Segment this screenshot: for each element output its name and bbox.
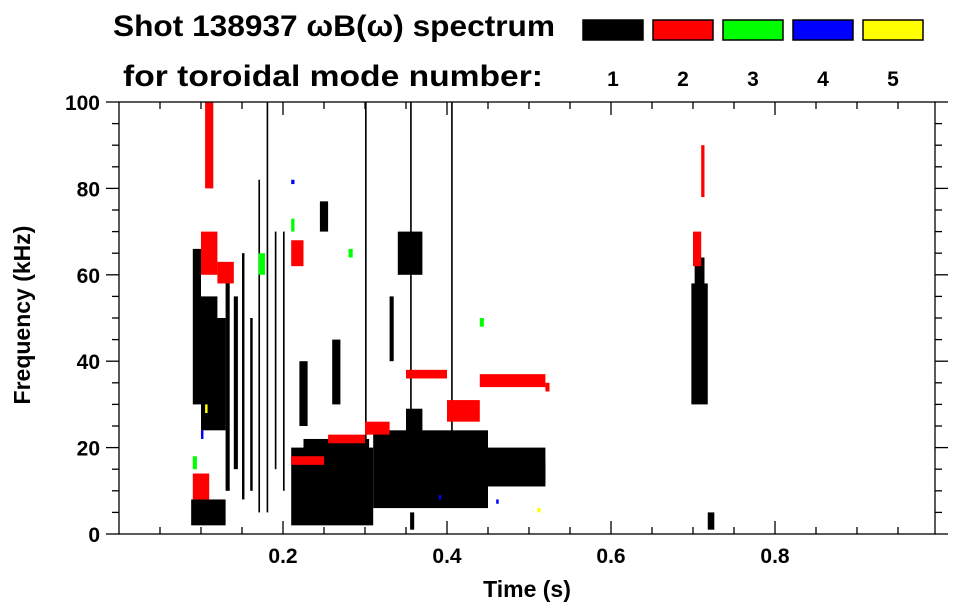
x-axis-label: Time (s) bbox=[483, 576, 571, 602]
spectral-patch-mode-1 bbox=[283, 231, 285, 491]
spectral-patch-mode-1 bbox=[694, 257, 705, 362]
spectral-patch-mode-5 bbox=[205, 404, 208, 414]
legend-label-mode-2: 2 bbox=[677, 68, 689, 91]
spectral-patch-mode-1 bbox=[410, 102, 412, 448]
spectral-patch-mode-3 bbox=[479, 318, 484, 327]
legend-label-mode-3: 3 bbox=[747, 68, 759, 91]
spectral-patch-mode-1 bbox=[274, 231, 277, 470]
spectral-patch-mode-3 bbox=[291, 218, 295, 232]
spectral-patch-mode-3 bbox=[258, 253, 265, 275]
spectral-patch-mode-1 bbox=[225, 274, 230, 491]
spectral-patch-mode-1 bbox=[303, 438, 370, 517]
spectral-patch-mode-1 bbox=[201, 296, 218, 362]
spectral-patch-mode-1 bbox=[373, 430, 488, 509]
legend-swatch-mode-5 bbox=[862, 19, 924, 41]
x-tick-label: 0.6 bbox=[596, 545, 625, 568]
y-tick-label: 60 bbox=[77, 265, 100, 288]
spectral-patch-mode-2 bbox=[545, 382, 550, 392]
y-tick-label: 40 bbox=[77, 351, 100, 374]
spectral-patch-mode-1 bbox=[365, 102, 367, 448]
spectral-patch-mode-1 bbox=[266, 102, 269, 513]
spectral-patch-mode-1 bbox=[389, 296, 394, 362]
spectral-patch-mode-1 bbox=[397, 231, 423, 275]
spectral-patch-mode-2 bbox=[205, 102, 214, 189]
spectral-patch-mode-1 bbox=[410, 512, 415, 530]
legend: 1 2 3 4 5 bbox=[582, 19, 924, 91]
axes: 0.2 0.4 0.6 0.8 0 20 40 60 80 100 bbox=[65, 92, 948, 568]
spectral-patch-mode-3 bbox=[348, 248, 353, 258]
spectral-patch-mode-1 bbox=[250, 318, 253, 491]
spectral-patch-mode-1 bbox=[191, 499, 226, 526]
spectral-patch-mode-2 bbox=[291, 240, 304, 267]
spectral-patch-mode-1 bbox=[192, 248, 201, 405]
x-tick-label: 0.8 bbox=[760, 545, 790, 568]
y-tick-label: 80 bbox=[77, 178, 100, 201]
spectral-patch-mode-1 bbox=[242, 253, 245, 500]
spectral-patch-mode-3 bbox=[192, 456, 197, 470]
legend-swatch-mode-3 bbox=[722, 19, 784, 41]
spectral-patch-mode-2 bbox=[447, 400, 480, 422]
spectrogram-patches bbox=[191, 102, 715, 530]
spectral-patch-mode-2 bbox=[479, 374, 546, 388]
spectral-patch-mode-2 bbox=[192, 473, 210, 500]
spectral-patch-mode-2 bbox=[365, 421, 390, 435]
spectral-patch-mode-2 bbox=[328, 434, 365, 444]
spectral-patch-mode-1 bbox=[529, 460, 546, 483]
spectral-patch-mode-1 bbox=[451, 102, 453, 448]
spectral-patch-mode-4 bbox=[201, 430, 204, 439]
spectral-patch-mode-5 bbox=[537, 508, 541, 513]
legend-swatch-mode-4 bbox=[792, 19, 854, 41]
x-tick-label: 0.2 bbox=[268, 545, 297, 568]
spectral-patch-mode-2 bbox=[701, 145, 705, 198]
legend-swatch-mode-1 bbox=[582, 19, 644, 41]
spectral-patch-mode-1 bbox=[233, 296, 238, 470]
spectral-patch-mode-1 bbox=[406, 408, 423, 491]
spectral-patch-mode-1 bbox=[707, 512, 715, 530]
y-axis-label: Frequency (kHz) bbox=[9, 226, 35, 405]
y-tick-label: 0 bbox=[88, 524, 100, 547]
spectral-patch-mode-1 bbox=[299, 361, 308, 426]
spectral-patch-mode-2 bbox=[291, 456, 324, 465]
spectral-patch-mode-1 bbox=[258, 179, 261, 513]
spectral-patch-mode-2 bbox=[201, 231, 218, 275]
spectral-patch-mode-2 bbox=[217, 261, 234, 284]
spectral-patch-mode-1 bbox=[332, 339, 341, 405]
x-tick-label: 0.4 bbox=[432, 545, 462, 568]
chart-subtitle: for toroidal mode number: bbox=[123, 60, 543, 93]
legend-label-mode-1: 1 bbox=[607, 68, 619, 91]
spectral-patch-mode-4 bbox=[438, 495, 442, 500]
legend-swatch-mode-2 bbox=[652, 19, 714, 41]
legend-label-mode-4: 4 bbox=[817, 68, 829, 91]
spectral-patch-mode-4 bbox=[291, 179, 295, 185]
legend-label-mode-5: 5 bbox=[887, 68, 899, 91]
spectral-patch-mode-2 bbox=[406, 369, 447, 379]
chart-title: Shot 138937 ωB(ω) spectrum bbox=[113, 10, 555, 43]
y-tick-label: 20 bbox=[77, 438, 100, 461]
spectral-patch-mode-2 bbox=[693, 231, 702, 267]
y-tick-label: 100 bbox=[65, 92, 100, 115]
spectral-patch-mode-4 bbox=[496, 499, 499, 504]
spectral-patch-mode-1 bbox=[319, 201, 329, 232]
